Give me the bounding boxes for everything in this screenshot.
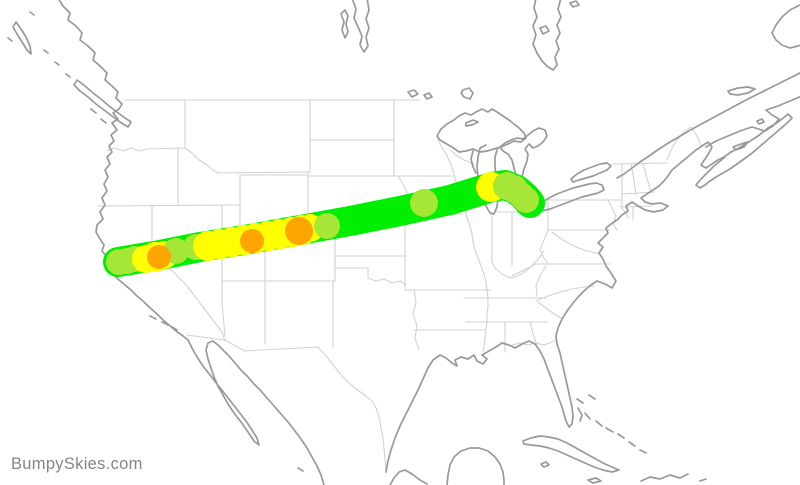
route-point-light bbox=[410, 189, 438, 217]
state-borders bbox=[97, 99, 702, 471]
flight-route bbox=[103, 170, 545, 277]
coastlines bbox=[7, 0, 800, 485]
route-point-light bbox=[513, 187, 539, 213]
route-point-moderate bbox=[147, 245, 171, 269]
route-point-moderate bbox=[285, 217, 313, 245]
route-point-light bbox=[314, 213, 340, 239]
route-point-moderate bbox=[240, 229, 264, 253]
watermark: BumpySkies.com bbox=[11, 455, 143, 473]
